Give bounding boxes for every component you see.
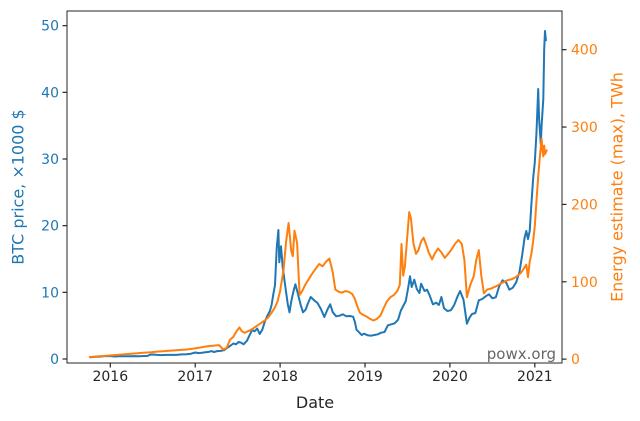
x-axis-label: Date: [295, 393, 335, 412]
energy-line: [88, 137, 548, 358]
y-right-tick-label: 300: [571, 120, 598, 136]
x-tick-label: 2017: [177, 369, 213, 385]
x-tick-label: 2016: [92, 369, 128, 385]
y-left-tick-label: 30: [41, 152, 59, 168]
y-left-tick-label: 10: [41, 285, 59, 301]
x-tick-label: 2019: [347, 369, 383, 385]
y-axis-label-left: BTC price, ×1000 $: [8, 109, 28, 265]
watermark: powx.org: [486, 345, 556, 363]
y-right-tick-label: 200: [571, 197, 598, 213]
y-right-tick-label: 100: [571, 275, 598, 291]
y-right-tick-label: 400: [571, 43, 598, 59]
y-left-tick-label: 40: [41, 85, 59, 101]
y-right-tick-label: 0: [571, 352, 580, 368]
y-left-tick-label: 0: [50, 352, 59, 368]
x-tick-label: 2020: [432, 369, 468, 385]
y-left-tick-label: 20: [41, 219, 59, 235]
x-tick-label: 2018: [262, 369, 298, 385]
x-tick-label: 2021: [517, 369, 553, 385]
y-left-tick-label: 50: [41, 19, 59, 35]
plot-frame: [66, 10, 563, 364]
btc-price-line: [88, 30, 547, 359]
y-axis-label-right: Energy estimate (max), TWh: [607, 72, 627, 302]
